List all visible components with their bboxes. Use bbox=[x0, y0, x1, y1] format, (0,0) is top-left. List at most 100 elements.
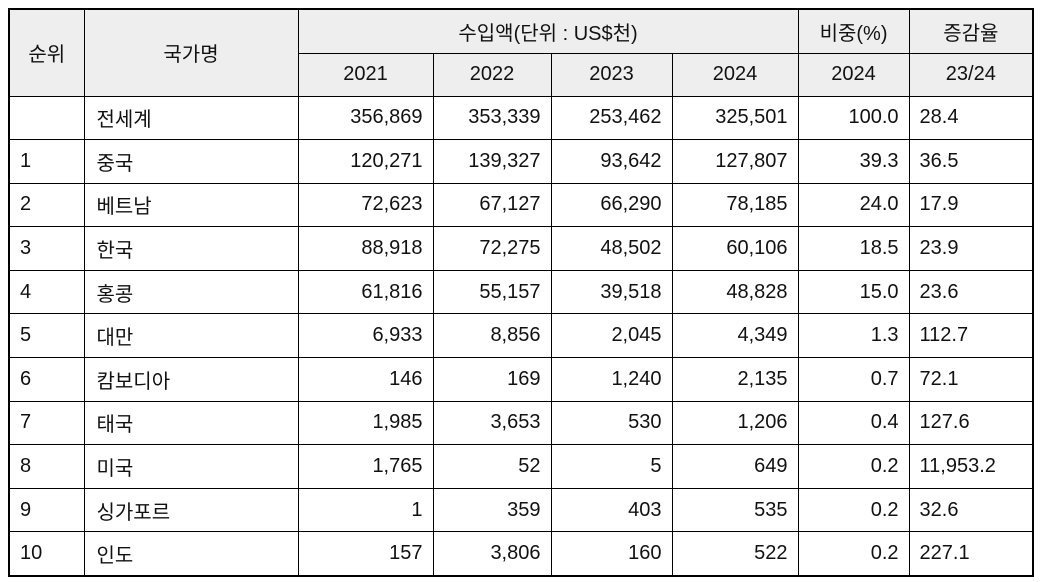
country-cell: 태국 bbox=[83, 400, 299, 446]
value-2022-cell: 359 bbox=[432, 487, 552, 533]
value-2023-cell: 66,290 bbox=[550, 182, 673, 228]
header-growth-period: 23/24 bbox=[908, 52, 1034, 97]
value-2022-cell: 353,339 bbox=[432, 95, 552, 141]
value-2021-cell: 61,816 bbox=[297, 269, 434, 315]
value-2021-cell: 120,271 bbox=[297, 139, 434, 184]
value-2021-cell: 88,918 bbox=[297, 226, 434, 271]
value-2022-cell: 72,275 bbox=[432, 226, 552, 271]
growth-cell: 227.1 bbox=[908, 531, 1034, 577]
table-body: 전세계 356,869 353,339 253,462 325,501 100.… bbox=[8, 95, 1034, 577]
share-cell: 0.7 bbox=[797, 357, 910, 402]
share-cell: 100.0 bbox=[797, 95, 910, 141]
value-2023-cell: 5 bbox=[550, 444, 673, 489]
value-2023-cell: 160 bbox=[550, 531, 673, 577]
value-2022-cell: 8,856 bbox=[432, 313, 552, 359]
growth-cell: 23.9 bbox=[908, 226, 1034, 271]
header-year-2021: 2021 bbox=[297, 52, 434, 97]
value-2024-cell: 325,501 bbox=[671, 95, 799, 141]
growth-cell: 32.6 bbox=[908, 487, 1034, 533]
table-row: 3 한국 88,918 72,275 48,502 60,106 18.5 23… bbox=[8, 226, 1034, 271]
value-2023-cell: 253,462 bbox=[550, 95, 673, 141]
value-2024-cell: 2,135 bbox=[671, 357, 799, 402]
value-2024-cell: 4,349 bbox=[671, 313, 799, 359]
rank-cell: 10 bbox=[8, 531, 85, 577]
value-2021-cell: 6,933 bbox=[297, 313, 434, 359]
value-2022-cell: 55,157 bbox=[432, 269, 552, 315]
growth-cell: 17.9 bbox=[908, 182, 1034, 228]
value-2021-cell: 157 bbox=[297, 531, 434, 577]
country-cell: 싱가포르 bbox=[83, 487, 299, 533]
country-cell: 중국 bbox=[83, 139, 299, 184]
value-2023-cell: 403 bbox=[550, 487, 673, 533]
header-import-group: 수입액(단위 : US$천) bbox=[297, 8, 799, 54]
rank-cell bbox=[8, 95, 85, 141]
rank-cell: 1 bbox=[8, 139, 85, 184]
country-cell: 인도 bbox=[83, 531, 299, 577]
share-cell: 15.0 bbox=[797, 269, 910, 315]
value-2021-cell: 1,985 bbox=[297, 400, 434, 446]
value-2021-cell: 72,623 bbox=[297, 182, 434, 228]
share-cell: 0.4 bbox=[797, 400, 910, 446]
table-row: 2 베트남 72,623 67,127 66,290 78,185 24.0 1… bbox=[8, 182, 1034, 228]
share-cell: 0.2 bbox=[797, 444, 910, 489]
value-2022-cell: 3,806 bbox=[432, 531, 552, 577]
growth-cell: 72.1 bbox=[908, 357, 1034, 402]
country-cell: 미국 bbox=[83, 444, 299, 489]
value-2023-cell: 93,642 bbox=[550, 139, 673, 184]
table-row: 4 홍콩 61,816 55,157 39,518 48,828 15.0 23… bbox=[8, 269, 1034, 315]
rank-cell: 3 bbox=[8, 226, 85, 271]
country-cell: 베트남 bbox=[83, 182, 299, 228]
country-cell: 전세계 bbox=[83, 95, 299, 141]
table-row: 5 대만 6,933 8,856 2,045 4,349 1.3 112.7 bbox=[8, 313, 1034, 359]
growth-cell: 23.6 bbox=[908, 269, 1034, 315]
table-row: 9 싱가포르 1 359 403 535 0.2 32.6 bbox=[8, 487, 1034, 533]
value-2024-cell: 78,185 bbox=[671, 182, 799, 228]
value-2021-cell: 1 bbox=[297, 487, 434, 533]
rank-cell: 2 bbox=[8, 182, 85, 228]
value-2023-cell: 530 bbox=[550, 400, 673, 446]
value-2022-cell: 139,327 bbox=[432, 139, 552, 184]
value-2021-cell: 146 bbox=[297, 357, 434, 402]
header-share: 비중(%) bbox=[797, 8, 910, 54]
table-row: 1 중국 120,271 139,327 93,642 127,807 39.3… bbox=[8, 139, 1034, 184]
rank-cell: 4 bbox=[8, 269, 85, 315]
country-cell: 대만 bbox=[83, 313, 299, 359]
header-year-2023: 2023 bbox=[550, 52, 673, 97]
value-2023-cell: 48,502 bbox=[550, 226, 673, 271]
table-row: 6 캄보디아 146 169 1,240 2,135 0.7 72.1 bbox=[8, 357, 1034, 402]
value-2024-cell: 649 bbox=[671, 444, 799, 489]
value-2022-cell: 52 bbox=[432, 444, 552, 489]
rank-cell: 7 bbox=[8, 400, 85, 446]
rank-cell: 6 bbox=[8, 357, 85, 402]
table-row: 전세계 356,869 353,339 253,462 325,501 100.… bbox=[8, 95, 1034, 141]
value-2024-cell: 522 bbox=[671, 531, 799, 577]
header-year-2024: 2024 bbox=[671, 52, 799, 97]
value-2024-cell: 535 bbox=[671, 487, 799, 533]
value-2021-cell: 1,765 bbox=[297, 444, 434, 489]
table-row: 10 인도 157 3,806 160 522 0.2 227.1 bbox=[8, 531, 1034, 577]
growth-cell: 127.6 bbox=[908, 400, 1034, 446]
header-country: 국가명 bbox=[83, 8, 299, 97]
rank-cell: 5 bbox=[8, 313, 85, 359]
value-2021-cell: 356,869 bbox=[297, 95, 434, 141]
value-2024-cell: 60,106 bbox=[671, 226, 799, 271]
table-header: 순위 국가명 수입액(단위 : US$천) 비중(%) 증감율 2021 202… bbox=[8, 8, 1034, 97]
table-row: 8 미국 1,765 52 5 649 0.2 11,953.2 bbox=[8, 444, 1034, 489]
share-cell: 0.2 bbox=[797, 487, 910, 533]
share-cell: 18.5 bbox=[797, 226, 910, 271]
share-cell: 1.3 bbox=[797, 313, 910, 359]
value-2023-cell: 39,518 bbox=[550, 269, 673, 315]
header-rank: 순위 bbox=[8, 8, 85, 97]
import-table: 순위 국가명 수입액(단위 : US$천) 비중(%) 증감율 2021 202… bbox=[8, 8, 1035, 577]
growth-cell: 11,953.2 bbox=[908, 444, 1034, 489]
growth-cell: 28.4 bbox=[908, 95, 1034, 141]
country-cell: 캄보디아 bbox=[83, 357, 299, 402]
country-cell: 홍콩 bbox=[83, 269, 299, 315]
value-2024-cell: 48,828 bbox=[671, 269, 799, 315]
header-share-year: 2024 bbox=[797, 52, 910, 97]
country-cell: 한국 bbox=[83, 226, 299, 271]
table-row: 7 태국 1,985 3,653 530 1,206 0.4 127.6 bbox=[8, 400, 1034, 446]
rank-cell: 9 bbox=[8, 487, 85, 533]
header-year-2022: 2022 bbox=[432, 52, 552, 97]
value-2022-cell: 169 bbox=[432, 357, 552, 402]
